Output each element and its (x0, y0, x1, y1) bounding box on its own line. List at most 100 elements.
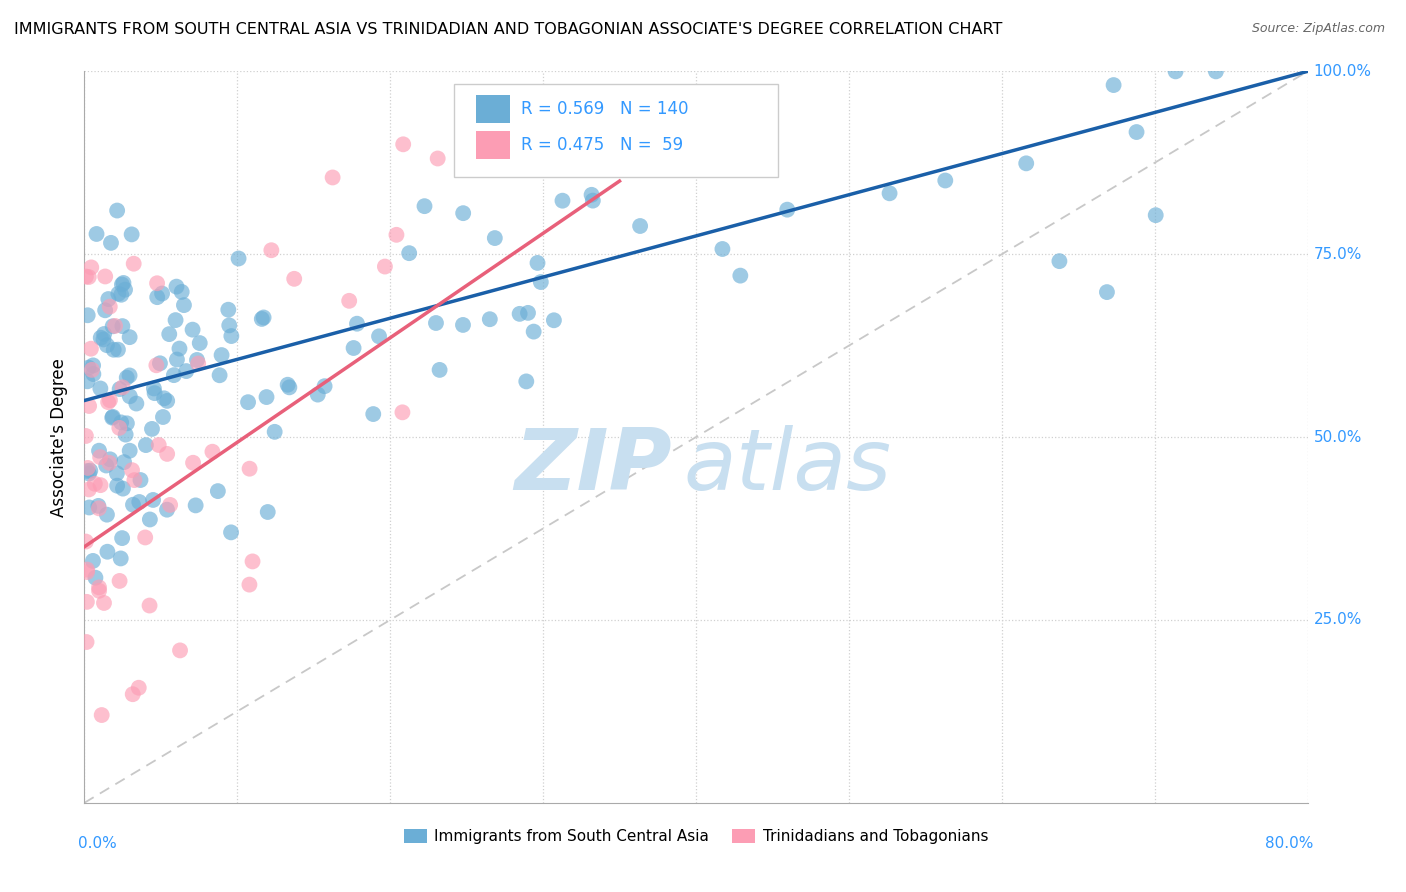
Point (342, 341, 364, 355)
Point (80, 342, 103, 356)
Point (89, 381, 111, 395)
Point (82, 554, 104, 568)
Point (498, 126, 520, 140)
Point (711, 242, 734, 256)
Point (93, 326, 115, 341)
Point (115, 370, 138, 384)
Point (97, 292, 120, 306)
Point (148, 438, 170, 452)
Point (87, 443, 110, 458)
Point (392, 137, 415, 152)
Point (108, 382, 131, 396)
Point (174, 364, 197, 378)
Point (1015, 156, 1038, 170)
Point (138, 599, 160, 613)
Point (103, 343, 125, 357)
Point (129, 473, 152, 487)
Point (122, 257, 145, 271)
Point (169, 342, 191, 356)
Point (181, 323, 204, 337)
Point (93, 596, 115, 610)
Point (211, 348, 233, 362)
Point (112, 276, 135, 290)
Point (105, 467, 128, 481)
Point (218, 318, 240, 333)
Point (238, 577, 260, 591)
Point (150, 286, 173, 301)
Point (879, 186, 901, 201)
Point (101, 410, 124, 425)
Point (96, 508, 118, 522)
Point (97, 395, 120, 409)
Point (153, 392, 176, 406)
FancyBboxPatch shape (454, 84, 778, 178)
Point (374, 260, 396, 274)
Point (122, 498, 145, 512)
Point (159, 498, 181, 512)
Point (135, 438, 157, 452)
Point (125, 396, 148, 410)
Point (89, 478, 111, 492)
Point (263, 425, 285, 439)
Point (101, 319, 124, 334)
Point (278, 380, 301, 394)
Point (115, 417, 138, 431)
Text: 80.0%: 80.0% (1265, 836, 1313, 851)
Point (96, 545, 118, 559)
Point (93, 333, 115, 347)
Legend: Immigrants from South Central Asia, Trinidadians and Tobagonians: Immigrants from South Central Asia, Trin… (398, 822, 994, 850)
Point (429, 363, 451, 377)
Point (118, 443, 141, 458)
Point (322, 170, 344, 185)
Point (156, 393, 179, 408)
Point (84, 571, 107, 585)
Text: R = 0.569   N = 140: R = 0.569 N = 140 (522, 100, 689, 118)
Point (509, 307, 531, 321)
Point (307, 387, 329, 401)
Point (98, 452, 121, 467)
Point (87, 581, 110, 595)
Point (114, 427, 136, 442)
Point (530, 275, 553, 289)
Point (526, 256, 548, 270)
Point (121, 227, 143, 242)
Point (111, 482, 134, 496)
Point (104, 318, 127, 333)
Point (89, 450, 111, 464)
Point (451, 318, 474, 332)
Point (146, 277, 169, 291)
Point (79, 464, 101, 478)
Point (1102, 78, 1125, 92)
Point (156, 447, 179, 461)
Text: Source: ZipAtlas.com: Source: ZipAtlas.com (1251, 22, 1385, 36)
Point (385, 227, 408, 242)
Point (76, 374, 98, 388)
Point (118, 368, 141, 383)
Point (165, 313, 187, 327)
Text: R = 0.475   N =  59: R = 0.475 N = 59 (522, 136, 683, 154)
Point (156, 502, 179, 516)
Point (181, 456, 204, 470)
Point (256, 390, 278, 404)
Point (1047, 254, 1070, 268)
Point (149, 356, 172, 370)
Point (517, 306, 540, 320)
Point (242, 554, 264, 568)
Point (173, 298, 195, 312)
Text: IMMIGRANTS FROM SOUTH CENTRAL ASIA VS TRINIDADIAN AND TOBAGONIAN ASSOCIATE'S DEG: IMMIGRANTS FROM SOUTH CENTRAL ASIA VS TR… (14, 22, 1002, 37)
Point (187, 357, 209, 371)
Point (346, 317, 368, 331)
Point (77, 483, 100, 497)
Point (75, 429, 97, 443)
Point (110, 551, 132, 566)
Point (314, 379, 336, 393)
Point (76, 595, 98, 609)
Point (142, 492, 165, 507)
Text: atlas: atlas (683, 425, 891, 508)
Point (111, 531, 134, 545)
Point (391, 405, 413, 419)
Point (398, 246, 420, 260)
Point (107, 286, 129, 301)
Point (101, 409, 124, 424)
Point (543, 313, 565, 327)
